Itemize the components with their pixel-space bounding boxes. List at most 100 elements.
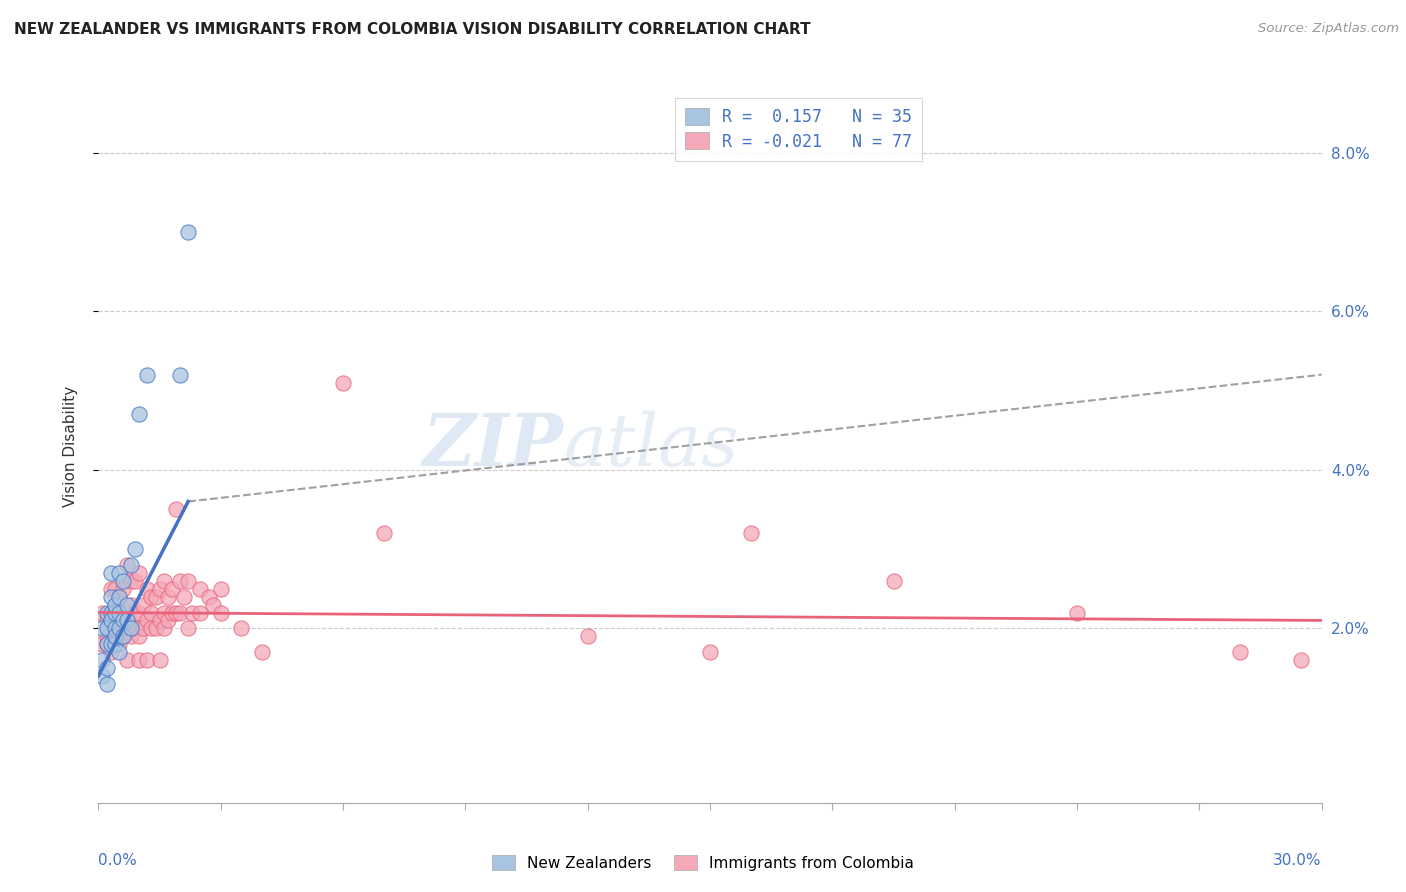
Point <box>120 558 142 572</box>
Point <box>100 614 122 628</box>
Point <box>209 606 232 620</box>
Point <box>96 614 118 628</box>
Point <box>104 621 127 635</box>
Point <box>96 661 118 675</box>
Point <box>108 645 131 659</box>
Point <box>169 606 191 620</box>
Point <box>104 621 127 635</box>
Point <box>104 582 127 596</box>
Point <box>91 669 114 683</box>
Point <box>96 621 118 635</box>
Point <box>231 621 253 635</box>
Point <box>100 566 122 580</box>
Text: ZIP: ZIP <box>422 410 564 482</box>
Point <box>177 225 200 239</box>
Point <box>115 598 138 612</box>
Point <box>128 566 150 580</box>
Point <box>104 629 127 643</box>
Point <box>136 582 159 596</box>
Point <box>152 574 174 588</box>
Point <box>91 653 114 667</box>
Point <box>115 606 138 620</box>
Point <box>100 614 122 628</box>
Point <box>91 637 114 651</box>
Point <box>111 629 134 643</box>
Point <box>136 368 159 382</box>
Text: atlas: atlas <box>564 410 738 482</box>
Point <box>169 574 191 588</box>
Point <box>141 621 163 635</box>
Point <box>177 574 200 588</box>
Point <box>120 574 142 588</box>
Point <box>120 629 142 643</box>
Point <box>128 653 150 667</box>
Point <box>165 502 187 516</box>
Point <box>136 653 159 667</box>
Point <box>188 606 212 620</box>
Point <box>100 637 122 651</box>
Text: Source: ZipAtlas.com: Source: ZipAtlas.com <box>1258 22 1399 36</box>
Point <box>145 621 167 635</box>
Point <box>699 645 721 659</box>
Point <box>156 614 179 628</box>
Point <box>96 637 118 651</box>
Point <box>197 590 219 604</box>
Point <box>156 590 179 604</box>
Point <box>100 606 122 620</box>
Point <box>740 526 762 541</box>
Point <box>100 582 122 596</box>
Point <box>177 621 200 635</box>
Point <box>883 574 905 588</box>
Text: NEW ZEALANDER VS IMMIGRANTS FROM COLOMBIA VISION DISABILITY CORRELATION CHART: NEW ZEALANDER VS IMMIGRANTS FROM COLOMBI… <box>14 22 811 37</box>
Point <box>201 598 224 612</box>
Point <box>141 606 163 620</box>
Point <box>160 606 183 620</box>
Point <box>115 614 138 628</box>
Point <box>120 598 142 612</box>
Y-axis label: Vision Disability: Vision Disability <box>63 385 77 507</box>
Point <box>96 629 118 643</box>
Point <box>152 621 174 635</box>
Point <box>128 606 150 620</box>
Point <box>108 621 131 635</box>
Point <box>141 590 163 604</box>
Point <box>108 590 131 604</box>
Point <box>188 582 212 596</box>
Point <box>91 621 114 635</box>
Point <box>115 558 138 572</box>
Point <box>108 621 131 635</box>
Point <box>124 621 146 635</box>
Point <box>104 629 127 643</box>
Point <box>169 368 191 382</box>
Point <box>181 606 204 620</box>
Point <box>100 590 122 604</box>
Point <box>96 677 118 691</box>
Point <box>152 606 174 620</box>
Point <box>124 574 146 588</box>
Point <box>136 614 159 628</box>
Point <box>108 590 131 604</box>
Point <box>373 526 395 541</box>
Point <box>104 637 127 651</box>
Point <box>108 606 131 620</box>
Point <box>124 606 146 620</box>
Point <box>250 645 273 659</box>
Point <box>1066 606 1088 620</box>
Point <box>332 376 354 390</box>
Point <box>111 614 134 628</box>
Point <box>124 542 146 557</box>
Point <box>1229 645 1251 659</box>
Point <box>173 590 195 604</box>
Legend: New Zealanders, Immigrants from Colombia: New Zealanders, Immigrants from Colombia <box>482 846 924 880</box>
Point <box>104 606 127 620</box>
Point <box>576 629 599 643</box>
Point <box>108 637 131 651</box>
Point <box>149 582 172 596</box>
Point <box>108 566 131 580</box>
Point <box>145 590 167 604</box>
Point <box>160 582 183 596</box>
Point <box>100 645 122 659</box>
Point <box>128 407 150 421</box>
Point <box>104 598 127 612</box>
Point <box>96 606 118 620</box>
